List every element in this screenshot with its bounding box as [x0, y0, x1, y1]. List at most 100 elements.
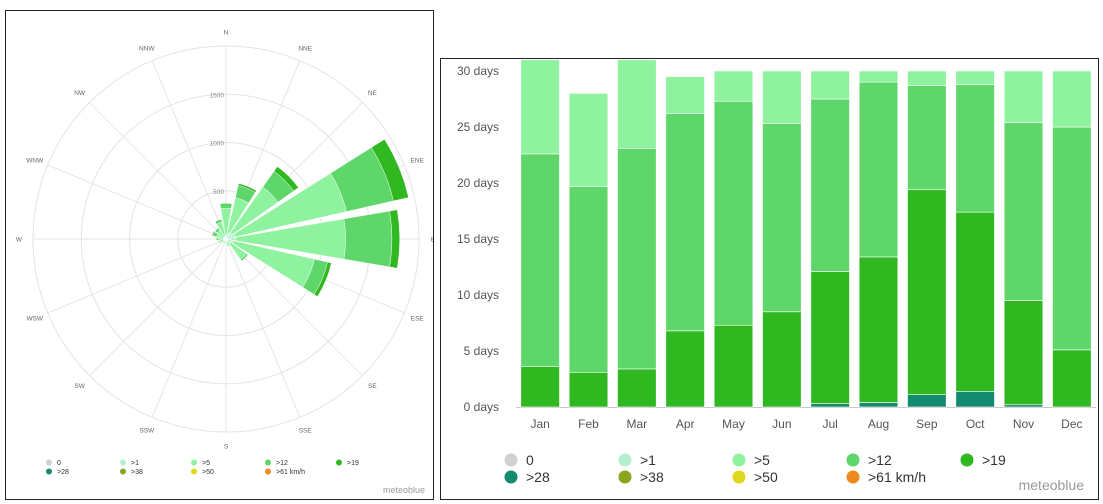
legend-label: >19 — [347, 460, 359, 467]
bar-segment — [713, 70, 754, 102]
legend-swatch — [46, 468, 52, 475]
direction-label: ENE — [411, 157, 425, 164]
bar-segment — [955, 211, 995, 392]
x-tick-label: Jul — [822, 417, 837, 431]
bar-segment — [762, 123, 802, 313]
bar-segment — [568, 93, 609, 187]
legend-label: >19 — [982, 452, 1006, 468]
legend-label: >28 — [57, 469, 69, 476]
legend-swatch — [846, 470, 860, 484]
legend-label: 0 — [526, 452, 534, 468]
rose-credit: meteoblue — [382, 485, 425, 495]
bar-segment — [1052, 70, 1092, 128]
legend-swatch — [618, 453, 632, 467]
bar-segment — [665, 330, 705, 408]
rose-petal — [218, 240, 221, 244]
x-tick-label: Nov — [1013, 417, 1034, 431]
wind-rose-chart: N NNE NE ENE E ESE SE SSE S SSW SW WSW W WNW NW NNW 0 500… — [16, 30, 433, 477]
legend-swatch — [191, 459, 197, 466]
bar-segment — [858, 256, 899, 403]
bar-credit: meteoblue — [1018, 477, 1084, 493]
bar-segment — [520, 366, 560, 408]
bar-segment — [1052, 126, 1092, 351]
monthly-bar-panel: 0 days 5 days 10 days 15 days 20 days 25 days… — [440, 58, 1099, 500]
direction-label: NE — [368, 90, 378, 97]
rose-petal — [240, 253, 249, 262]
bar-segment — [858, 70, 899, 83]
y-tick-label: 5 days — [464, 344, 499, 358]
polar-spoke — [151, 60, 227, 240]
direction-label: NNW — [139, 45, 155, 52]
legend-swatch — [265, 468, 271, 475]
y-tick-label: 15 days — [457, 232, 499, 246]
bar-segment — [1052, 349, 1092, 408]
x-tick-label: Dec — [1061, 417, 1082, 431]
legend-swatch — [732, 470, 746, 484]
rose-petal — [214, 227, 221, 234]
y-tick-label: 10 days — [457, 288, 499, 302]
legend-label: >61 km/h — [868, 469, 926, 485]
x-tick-label: Feb — [578, 417, 599, 431]
rose-petal — [216, 237, 219, 241]
direction-label: NW — [74, 90, 86, 97]
wind-rose-panel: N NNE NE ENE E ESE SE SSE S SSW SW WSW W WNW NW NNW 0 500… — [5, 10, 434, 500]
legend-swatch — [336, 459, 342, 466]
x-tick-label: Jun — [772, 417, 791, 431]
x-tick-label: Oct — [966, 417, 985, 431]
y-tick-label: 25 days — [457, 120, 499, 134]
rose-petal — [237, 183, 257, 193]
bar-segment — [617, 147, 657, 370]
legend-swatch — [191, 468, 197, 475]
rose-petal — [273, 166, 299, 192]
legend-swatch — [120, 459, 126, 466]
legend-label: >1 — [131, 460, 139, 467]
rose-petal — [343, 210, 393, 268]
x-tick-label: Apr — [676, 417, 695, 431]
direction-label: WSW — [26, 316, 43, 323]
bar-segment — [617, 59, 657, 149]
bar-segment — [520, 153, 560, 367]
bar-segment — [1003, 122, 1044, 301]
x-tick-label: Sep — [916, 417, 938, 431]
direction-label: SSE — [299, 428, 313, 435]
y-tick-label: 30 days — [457, 64, 499, 78]
direction-label: SSW — [139, 428, 155, 435]
legend-swatch — [846, 453, 860, 467]
bar-segment — [1003, 70, 1044, 123]
bar-segment — [907, 70, 947, 86]
bar-segment — [1003, 300, 1044, 406]
direction-label: W — [16, 237, 23, 244]
bar-segment — [762, 70, 802, 124]
rose-petal — [222, 240, 225, 243]
bar-segment — [810, 98, 850, 272]
rose-petal — [389, 209, 400, 269]
direction-label: N — [224, 30, 229, 37]
legend-label: >38 — [640, 469, 664, 485]
legend-swatch — [504, 453, 518, 467]
rose-petal — [214, 219, 223, 225]
bar-segment — [858, 81, 899, 258]
polar-spoke — [47, 164, 227, 240]
radial-tick-label: 1500 — [210, 92, 225, 99]
legend-label: >28 — [526, 469, 550, 485]
legend-swatch — [732, 453, 746, 467]
radial-tick-label: 1000 — [210, 141, 225, 148]
y-tick-label: 0 days — [464, 400, 499, 414]
legend-label: >1 — [640, 452, 656, 468]
direction-label: SW — [74, 383, 85, 390]
direction-label: S — [224, 444, 229, 451]
legend-swatch — [120, 468, 126, 475]
legend-label: >50 — [754, 469, 778, 485]
legend-label: >61 km/h — [276, 469, 305, 476]
legend-label: >12 — [276, 460, 288, 467]
polar-spoke — [89, 238, 227, 376]
legend-swatch — [46, 459, 52, 466]
monthly-stacked-bar-chart: 0 days 5 days 10 days 15 days 20 days 25 days… — [457, 59, 1096, 485]
rose-petal — [219, 203, 233, 209]
legend-swatch — [265, 459, 271, 466]
radial-tick-label: 500 — [213, 189, 224, 196]
bar-segment — [665, 113, 705, 332]
bar-segment — [907, 85, 947, 191]
bar-segment — [907, 189, 947, 395]
rose-petal — [313, 261, 332, 297]
